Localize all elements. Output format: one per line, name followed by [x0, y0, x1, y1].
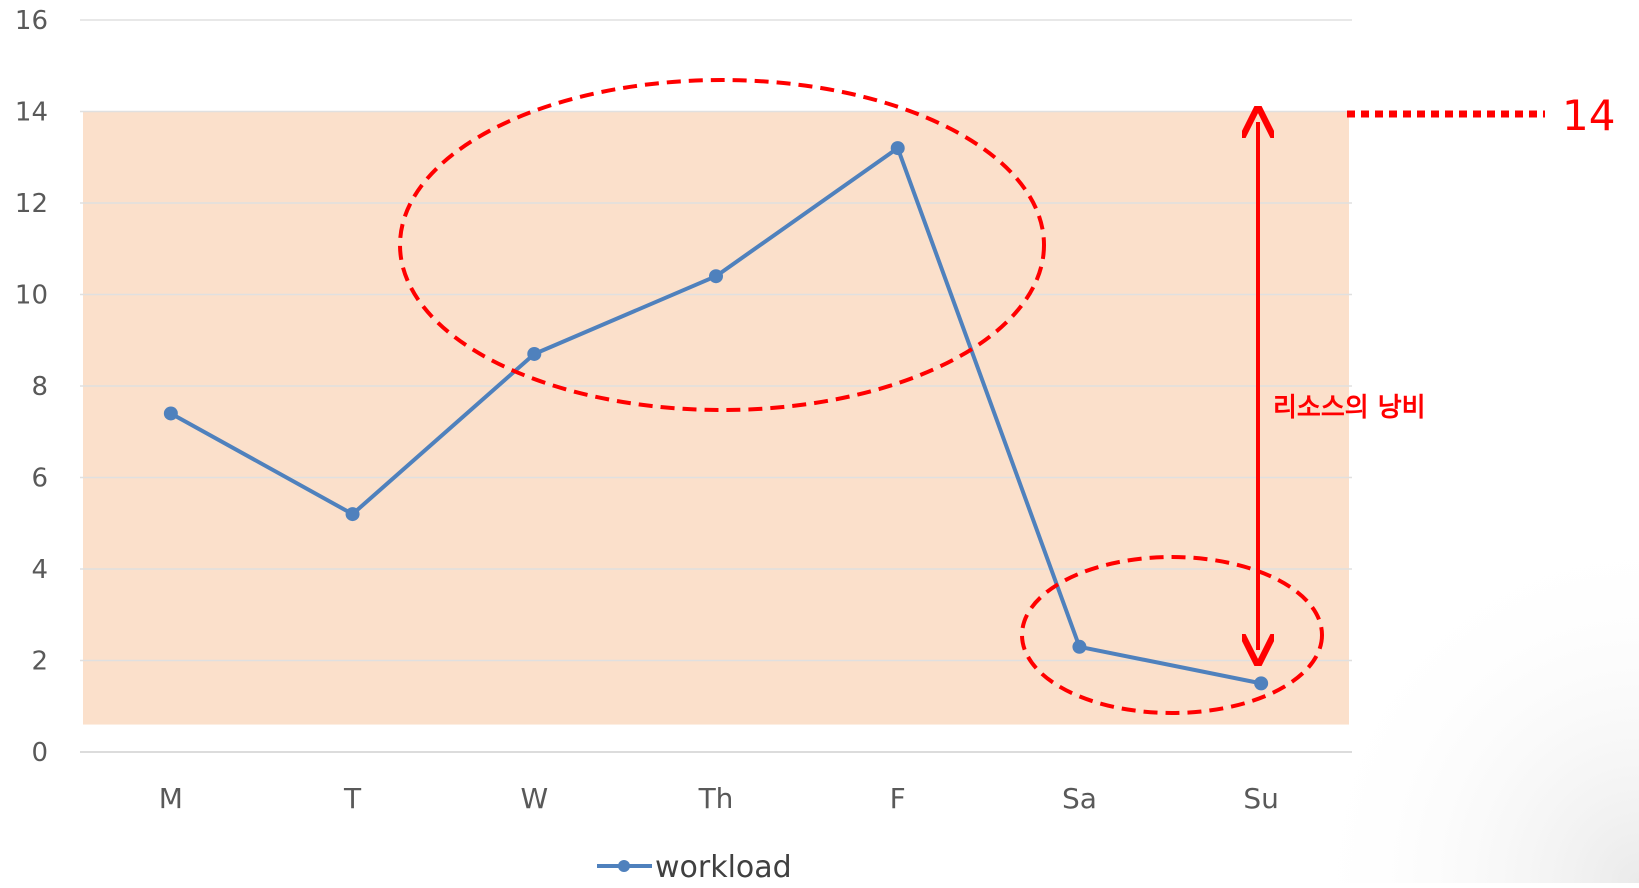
peak-highlight-ellipse [398, 78, 1046, 412]
y-tick-label: 4 [31, 555, 48, 585]
gridlines [80, 19, 1352, 753]
data-point [890, 141, 905, 156]
y-tick-label: 16 [15, 6, 48, 36]
x-tick-label: W [520, 782, 548, 815]
y-tick-label: 12 [15, 189, 48, 219]
y-tick-label: 6 [31, 464, 48, 494]
data-point [527, 346, 542, 361]
y-tick-label: 8 [31, 372, 48, 402]
data-point [709, 269, 723, 284]
waste-label: 리소스의 낭비 [1273, 393, 1426, 423]
x-tick-label: Sa [1062, 782, 1097, 815]
x-tick-label: Su [1243, 782, 1279, 815]
y-tick-label: 10 [15, 281, 48, 311]
x-tick-label: T [343, 782, 362, 815]
data-point [163, 406, 178, 421]
capacity-band [83, 111, 1349, 725]
x-tick-label: Th [698, 782, 734, 815]
x-tick-label: M [159, 782, 183, 815]
y-tick-label: 14 [15, 98, 48, 128]
y-axis-ticks: 0 2 4 6 8 10 12 14 16 [15, 6, 48, 768]
y-tick-label: 2 [31, 647, 48, 677]
data-point [1072, 639, 1087, 654]
legend-point-marker [618, 860, 630, 872]
legend-label: workload [655, 850, 792, 883]
y-tick-label: 0 [31, 738, 48, 768]
data-point [1254, 676, 1269, 691]
workload-points [163, 141, 1269, 691]
corner-shade-decoration [1300, 520, 1639, 883]
capacity-value-label: 14 [1562, 91, 1615, 140]
x-tick-label: F [890, 782, 906, 815]
legend: workload [597, 850, 792, 885]
data-point [345, 507, 360, 522]
x-axis-ticks: M T W Th F Sa Su [159, 782, 1279, 815]
low-highlight-ellipse [1020, 555, 1324, 715]
